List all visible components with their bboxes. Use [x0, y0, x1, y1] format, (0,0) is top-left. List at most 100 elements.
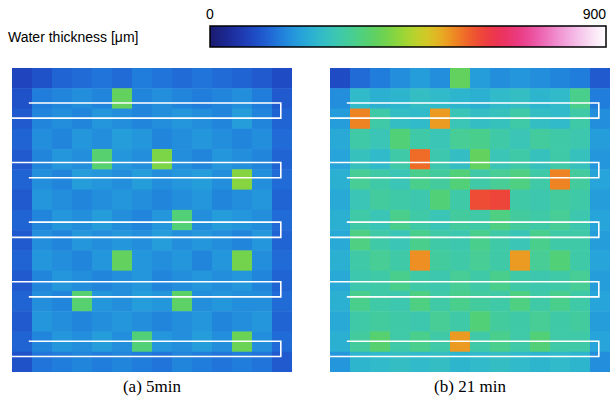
heatmap-cell [12, 230, 33, 251]
heatmap-cell [112, 190, 133, 211]
heatmap-cell [570, 169, 591, 190]
heatmap-cell [410, 352, 431, 372]
heatmap-cell [510, 352, 531, 372]
heatmap-cell [52, 88, 73, 109]
heatmap-cells [330, 68, 610, 372]
heatmap-cell [212, 68, 233, 89]
heatmap-cell [470, 352, 491, 372]
heatmap-cell [72, 169, 93, 190]
heatmap-cell [350, 210, 371, 231]
heatmap-cell [370, 190, 391, 211]
heatmap-cell [510, 169, 531, 190]
heatmap-cell [252, 250, 273, 271]
heatmap-cell [370, 68, 391, 89]
colorbar-gradient [210, 26, 606, 47]
heatmap-cell [52, 250, 73, 271]
heatmap-cell [370, 169, 391, 190]
heatmap-cell [92, 352, 113, 372]
colorbar-tick-label: 0 [206, 6, 214, 22]
heatmap-cell [252, 210, 273, 231]
heatmap-cell [470, 230, 491, 251]
heatmap-cell [550, 352, 571, 372]
heatmap-cell [570, 230, 591, 251]
heatmap-cell [530, 291, 551, 312]
heatmap-cell [232, 190, 253, 211]
heatmap-cell [52, 210, 73, 231]
heatmap-cell [350, 250, 371, 271]
heatmap-cell [132, 190, 153, 211]
heatmap-cell [570, 250, 591, 271]
channel-wall [330, 163, 599, 178]
heatmap-cell [390, 149, 411, 170]
heatmap-cell [192, 129, 213, 150]
heatmap-cell [570, 68, 591, 89]
channel-wall [330, 341, 599, 356]
heatmap-cell [232, 230, 253, 251]
heatmap-cell [12, 250, 33, 271]
heatmap-cell [32, 190, 53, 211]
heatmap-cell [112, 129, 133, 150]
heatmap-cell [252, 291, 273, 312]
heatmap-cell [450, 190, 471, 211]
heatmap-cell [430, 149, 451, 170]
heatmap-cell [450, 230, 471, 251]
heatmap-cell [52, 129, 73, 150]
heatmap-cell [232, 129, 253, 150]
heatmap-cell [590, 230, 610, 251]
heatmap-cell [72, 291, 93, 312]
heatmap-cell [550, 149, 571, 170]
heatmap-cell [12, 352, 33, 372]
heatmap-cell [330, 190, 351, 211]
heatmap-cell [132, 68, 153, 89]
heatmap-cell [430, 250, 451, 271]
heatmap-cell [530, 68, 551, 89]
heatmap-cell [430, 291, 451, 312]
heatmap-cell [590, 129, 610, 150]
heatmap-cell [132, 250, 153, 271]
heatmap-cell [350, 169, 371, 190]
heatmap-cell [152, 149, 173, 170]
heatmap-cell [172, 291, 193, 312]
heatmap-cell [410, 190, 431, 211]
heatmap-cell [252, 88, 273, 109]
heatmap-cell [272, 291, 292, 312]
heatmap-cell [330, 311, 351, 332]
heatmap-cell [450, 250, 471, 271]
heatmap-cell [112, 250, 133, 271]
heatmap-cell [172, 311, 193, 332]
heatmap-cell [550, 68, 571, 89]
heatmap-cell [450, 68, 471, 89]
heatmap-cell [192, 250, 213, 271]
heatmap-cell [92, 68, 113, 89]
heatmap-cell [590, 68, 610, 89]
channel-wall [12, 341, 281, 356]
heatmap-cell [192, 230, 213, 251]
heatmap-cell [272, 210, 292, 231]
heatmap-cell [510, 311, 531, 332]
heatmap-cell [152, 352, 173, 372]
heatmap-cell [232, 88, 253, 109]
heatmap-cell [330, 68, 351, 89]
heatmap-cell [112, 352, 133, 372]
heatmap-cell [52, 230, 73, 251]
heatmap-cell [370, 129, 391, 150]
heatmap-cell [72, 88, 93, 109]
heatmap-cell [350, 68, 371, 89]
heatmap-cell [470, 129, 491, 150]
heatmap-cell [172, 230, 193, 251]
heatmap-cell [490, 250, 511, 271]
heatmap-cell [112, 68, 133, 89]
heatmap-cell [252, 230, 273, 251]
heatmap-cell [490, 190, 511, 211]
heatmap-cell [12, 149, 33, 170]
heatmap-cell [152, 190, 173, 211]
channel-wall [12, 163, 281, 178]
heatmap-cell [370, 230, 391, 251]
heatmap-cell [350, 352, 371, 372]
heatmap-cell [132, 88, 153, 109]
heatmap-cell [450, 311, 471, 332]
heatmap-cell [570, 311, 591, 332]
heatmap-cell [32, 250, 53, 271]
heatmap-cell [370, 88, 391, 109]
heatmap-cell [192, 311, 213, 332]
